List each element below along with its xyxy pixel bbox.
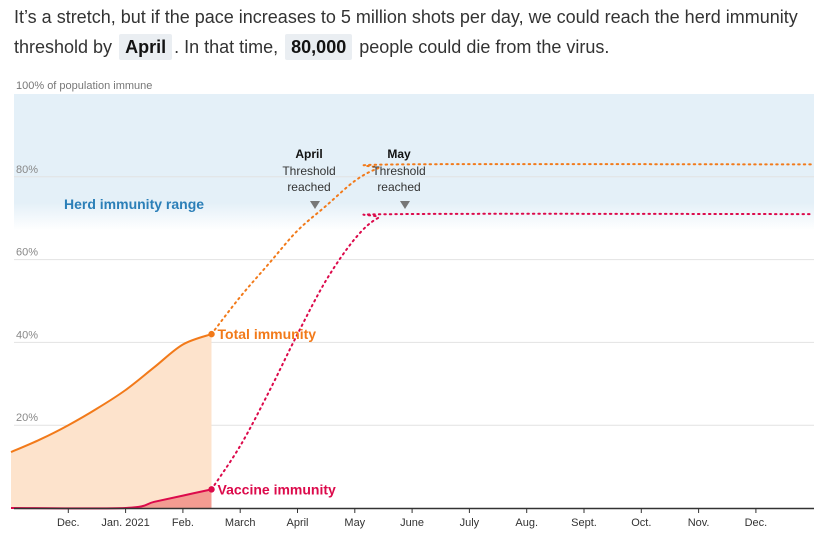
annotation-line2: reached	[287, 180, 330, 194]
x-tick-label: Feb.	[172, 517, 194, 529]
y-axis-label: 100% of population immune	[16, 80, 152, 92]
annotation-line1: Threshold	[372, 164, 425, 178]
intro-text: It’s a stretch, but if the pace increase…	[14, 2, 814, 62]
x-tick-label: May	[344, 517, 365, 529]
threshold-annotations: April Threshold reached May Threshold reached	[282, 147, 426, 209]
series-labels: Total immunity Vaccine immunity	[208, 326, 336, 497]
annotation-line1: Threshold	[282, 164, 335, 178]
x-tick-label: Dec.	[745, 517, 768, 529]
x-tick-label: July	[460, 517, 480, 529]
y-tick-labels: 20% 40% 60% 80%	[16, 164, 38, 424]
annotation-line2: reached	[377, 180, 420, 194]
x-tick-label: Dec.	[57, 517, 80, 529]
band-label: Herd immunity range	[64, 196, 204, 212]
area-fills	[11, 334, 212, 509]
total-immunity-line	[10, 333, 212, 454]
y-tick-label: 80%	[16, 164, 38, 176]
x-tick-label: June	[400, 517, 424, 529]
total-immunity-projection	[210, 163, 815, 336]
annotation-title: May	[387, 147, 411, 161]
series-end-dot	[208, 330, 215, 338]
annotation-arrow	[400, 201, 410, 209]
intro-part3: people could die from the virus.	[359, 37, 610, 57]
area-total	[11, 334, 212, 508]
area-vaccine	[11, 489, 212, 509]
y-tick-label: 20%	[16, 412, 38, 424]
intro-part1: It’s a stretch, but if the pace increase…	[14, 7, 798, 57]
gridlines	[14, 176, 814, 426]
x-tick-label: Sept.	[571, 517, 597, 529]
series-end-dot	[208, 486, 215, 493]
x-tick-label: April	[286, 517, 308, 529]
herd-immunity-band	[14, 94, 814, 231]
x-axis: Dec. Jan. 2021 Feb. March April May June July Au…	[14, 507, 814, 529]
highlight-month: April	[119, 34, 173, 60]
x-tick-label: Oct.	[631, 517, 651, 529]
annotation-arrow	[310, 201, 320, 209]
x-tick-label: March	[225, 517, 256, 529]
series-label: Total immunity	[218, 326, 317, 342]
intro-part2: . In that time,	[174, 37, 279, 57]
series-label: Vaccine immunity	[218, 481, 336, 497]
x-tick-label: Aug.	[515, 517, 538, 529]
y-tick-label: 60%	[16, 247, 38, 259]
y-tick-label: 40%	[16, 329, 38, 341]
annotation-title: April	[295, 147, 322, 161]
highlight-deaths: 80,000	[285, 34, 353, 60]
vaccine-immunity-projection	[210, 212, 815, 491]
x-tick-label: Jan. 2021	[101, 517, 149, 529]
x-tick-label: Nov.	[688, 517, 710, 529]
